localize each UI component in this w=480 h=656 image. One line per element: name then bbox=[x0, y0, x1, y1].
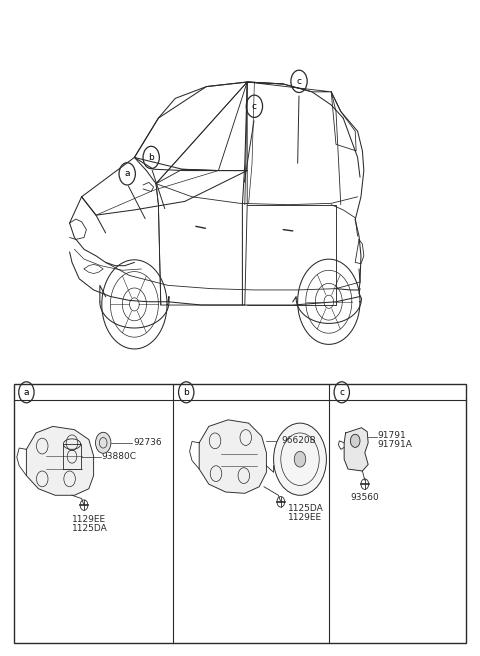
Polygon shape bbox=[344, 428, 368, 471]
Text: b: b bbox=[148, 153, 154, 162]
Circle shape bbox=[274, 423, 326, 495]
Text: a: a bbox=[24, 388, 29, 397]
Text: a: a bbox=[124, 169, 130, 178]
Text: 1129EE: 1129EE bbox=[288, 513, 322, 522]
Circle shape bbox=[96, 432, 111, 453]
Text: 96620B: 96620B bbox=[282, 436, 316, 445]
Text: b: b bbox=[183, 388, 189, 397]
Text: c: c bbox=[339, 388, 344, 397]
Text: c: c bbox=[297, 77, 301, 86]
Polygon shape bbox=[26, 426, 94, 495]
Circle shape bbox=[294, 451, 306, 467]
Text: 93560: 93560 bbox=[350, 493, 379, 502]
Text: 92736: 92736 bbox=[133, 438, 162, 447]
Text: 91791A: 91791A bbox=[378, 440, 413, 449]
Text: 1129EE: 1129EE bbox=[72, 515, 106, 524]
Text: 1125DA: 1125DA bbox=[72, 524, 108, 533]
Text: 93880C: 93880C bbox=[102, 452, 137, 461]
Text: c: c bbox=[252, 102, 257, 111]
Text: 91791: 91791 bbox=[378, 431, 407, 440]
Polygon shape bbox=[199, 420, 266, 493]
Circle shape bbox=[350, 434, 360, 447]
Text: 1125DA: 1125DA bbox=[288, 504, 324, 513]
Bar bbox=[14, 384, 466, 643]
